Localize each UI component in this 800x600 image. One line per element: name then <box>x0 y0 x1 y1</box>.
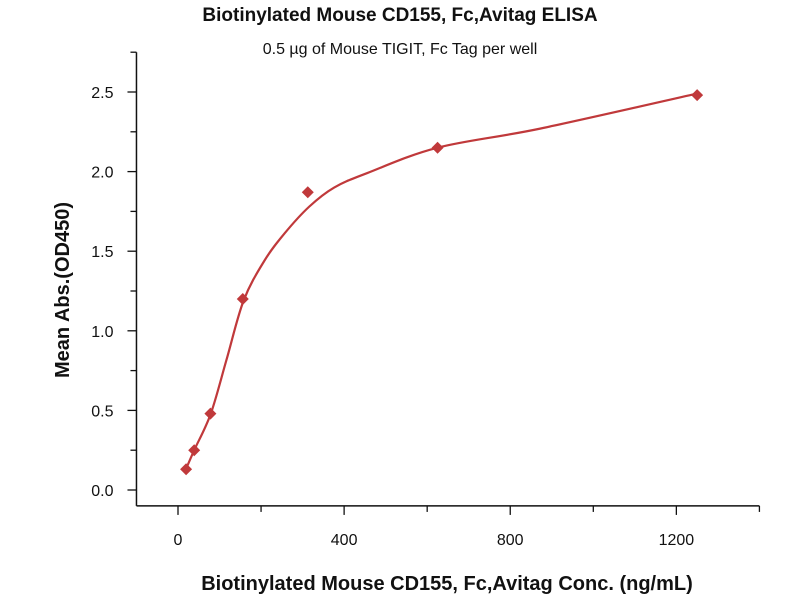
fit-curve <box>184 92 698 470</box>
y-tick-label: 1.0 <box>91 324 113 341</box>
x-tick-label: 400 <box>331 532 358 549</box>
y-tick-label: 0.5 <box>91 403 113 420</box>
data-point <box>691 89 704 102</box>
y-tick-label: 2.5 <box>91 85 113 102</box>
x-tick-label: 800 <box>497 532 524 549</box>
chart-subtitle: 0.5 µg of Mouse TIGIT, Fc Tag per well <box>263 41 538 58</box>
x-tick-label: 1200 <box>659 532 695 549</box>
data-point <box>180 463 193 476</box>
chart-title: Biotinylated Mouse CD155, Fc,Avitag ELIS… <box>202 5 597 26</box>
data-point <box>301 186 314 199</box>
x-axis-label: Biotinylated Mouse CD155, Fc,Avitag Conc… <box>201 573 693 595</box>
y-axis-label: Mean Abs.(OD450) <box>52 202 74 378</box>
y-tick-label: 2.0 <box>91 165 113 182</box>
data-point <box>431 141 444 154</box>
x-tick-label: 0 <box>174 532 183 549</box>
data-point <box>204 407 217 420</box>
data-point <box>188 444 201 457</box>
y-tick-label: 1.5 <box>91 244 113 261</box>
data-point <box>236 292 249 305</box>
y-tick-label: 0.0 <box>91 483 113 500</box>
